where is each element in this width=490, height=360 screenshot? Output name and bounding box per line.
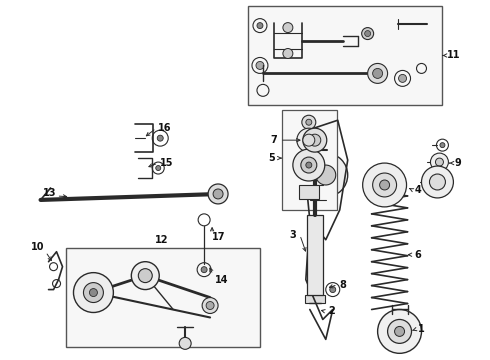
Text: 16: 16 xyxy=(158,123,172,133)
Circle shape xyxy=(156,166,161,171)
Text: 2: 2 xyxy=(328,306,335,316)
Circle shape xyxy=(201,267,207,273)
Circle shape xyxy=(293,149,325,181)
Text: 3: 3 xyxy=(290,230,296,240)
Circle shape xyxy=(257,23,263,28)
Circle shape xyxy=(303,134,315,146)
Text: 10: 10 xyxy=(30,242,44,252)
Circle shape xyxy=(90,289,98,297)
Circle shape xyxy=(303,128,327,152)
Circle shape xyxy=(440,143,445,148)
Bar xyxy=(66,248,260,347)
Text: 17: 17 xyxy=(212,232,225,242)
Text: 15: 15 xyxy=(160,158,174,168)
Circle shape xyxy=(388,319,412,343)
Text: 13: 13 xyxy=(43,188,56,198)
Circle shape xyxy=(372,68,383,78)
Circle shape xyxy=(316,165,336,185)
Circle shape xyxy=(302,115,316,129)
Circle shape xyxy=(330,287,336,293)
Bar xyxy=(282,110,337,210)
Circle shape xyxy=(363,163,407,207)
Circle shape xyxy=(202,298,218,314)
Circle shape xyxy=(297,128,321,152)
Circle shape xyxy=(431,153,448,171)
Circle shape xyxy=(398,75,407,82)
Text: 14: 14 xyxy=(215,275,229,285)
Circle shape xyxy=(306,119,312,125)
Circle shape xyxy=(206,302,214,310)
Circle shape xyxy=(436,158,443,166)
Circle shape xyxy=(283,49,293,58)
Circle shape xyxy=(372,173,396,197)
Text: 6: 6 xyxy=(415,250,421,260)
Text: 1: 1 xyxy=(417,324,424,334)
Circle shape xyxy=(368,63,388,84)
Text: 4: 4 xyxy=(415,185,421,195)
Circle shape xyxy=(394,327,405,336)
Text: 12: 12 xyxy=(155,235,168,245)
Circle shape xyxy=(256,62,264,69)
Circle shape xyxy=(378,310,421,353)
Circle shape xyxy=(179,337,191,349)
Circle shape xyxy=(362,28,374,40)
Text: 5: 5 xyxy=(268,153,275,163)
Circle shape xyxy=(138,269,152,283)
Bar xyxy=(248,6,442,105)
Circle shape xyxy=(301,157,317,173)
Circle shape xyxy=(208,184,228,204)
Text: 9: 9 xyxy=(454,158,461,168)
Circle shape xyxy=(157,135,163,141)
Circle shape xyxy=(421,166,453,198)
Circle shape xyxy=(131,262,159,289)
Text: 11: 11 xyxy=(447,50,461,60)
Circle shape xyxy=(283,23,293,32)
Circle shape xyxy=(304,153,348,197)
Circle shape xyxy=(306,162,312,168)
Text: 8: 8 xyxy=(340,280,346,289)
Bar xyxy=(299,185,319,199)
Circle shape xyxy=(309,134,321,146)
Circle shape xyxy=(365,31,370,37)
Circle shape xyxy=(74,273,113,312)
Bar xyxy=(307,215,323,294)
Circle shape xyxy=(380,180,390,190)
Circle shape xyxy=(213,189,223,199)
Circle shape xyxy=(429,174,445,190)
Circle shape xyxy=(83,283,103,302)
Text: 7: 7 xyxy=(270,135,277,145)
Bar xyxy=(305,294,325,302)
